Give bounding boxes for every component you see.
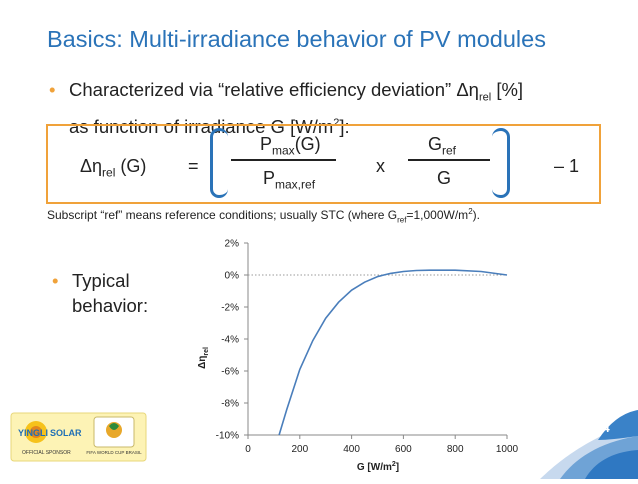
formula-denominator-pmaxref: Pmax,ref xyxy=(263,168,316,192)
page-number: 4 xyxy=(603,421,610,435)
x-tick-label: 200 xyxy=(291,444,308,455)
formula-box: Δηrel (G) = Pmax(G) Pmax,ref x Gref G – … xyxy=(46,124,601,204)
formula-denominator-g: G xyxy=(437,168,452,188)
subscript-note: Subscript “ref” means reference conditio… xyxy=(47,207,480,225)
left-bracket xyxy=(210,128,228,198)
fraction-line-2 xyxy=(408,159,490,161)
formula-times: x xyxy=(376,156,385,176)
x-tick-label: 400 xyxy=(343,444,360,455)
x-tick-label: 0 xyxy=(245,444,251,455)
eta-symbol: Δη xyxy=(456,79,479,100)
formula-lhs: Δηrel (G) xyxy=(80,156,147,180)
y-tick-label: -6% xyxy=(221,367,239,378)
y-tick-label: 0% xyxy=(225,271,240,282)
decorative-wave-icon xyxy=(540,400,638,479)
fraction-line-1 xyxy=(231,159,336,161)
formula-minus-one: – 1 xyxy=(554,156,580,176)
x-tick-label: 600 xyxy=(395,444,412,455)
y-tick-label: -4% xyxy=(221,335,239,346)
sponsor-text: OFFICIAL SPONSOR xyxy=(22,450,71,456)
yingli-solar-logo: YINGLI SOLAR OFFICIAL SPONSOR FIFA WORLD … xyxy=(10,412,147,462)
right-bracket xyxy=(492,128,510,198)
bullet-dot: • xyxy=(52,270,59,291)
x-tick-label: 800 xyxy=(447,444,464,455)
bullet-text: Characterized via “relative efficiency d… xyxy=(69,79,524,137)
typical-behavior-text: Typical behavior: xyxy=(72,270,149,316)
y-tick-label: -2% xyxy=(221,303,239,314)
bullet-dot: • xyxy=(49,79,56,100)
y-tick-label: -10% xyxy=(216,431,239,442)
brand-name: YINGLI SOLAR xyxy=(18,428,82,438)
series-line xyxy=(278,269,508,436)
y-tick-label: -8% xyxy=(221,399,239,410)
formula-numerator-gref: Gref xyxy=(428,134,457,158)
y-tick-label: 2% xyxy=(225,239,240,250)
x-tick-label: 1000 xyxy=(496,444,519,455)
formula-numerator-pmax: Pmax(G) xyxy=(260,134,321,158)
y-axis-label: Δηrel xyxy=(197,347,210,369)
slide-title: Basics: Multi-irradiance behavior of PV … xyxy=(47,26,546,52)
formula-equals: = xyxy=(188,156,199,176)
fifa-text: FIFA WORLD CUP BRASIL xyxy=(86,450,142,455)
x-axis-label: G [W/m2] xyxy=(357,461,399,473)
efficiency-chart: 2% 0% -2% -4% -6% -8% -10% 0 200 400 600 800 1000 Δη… xyxy=(197,239,519,474)
